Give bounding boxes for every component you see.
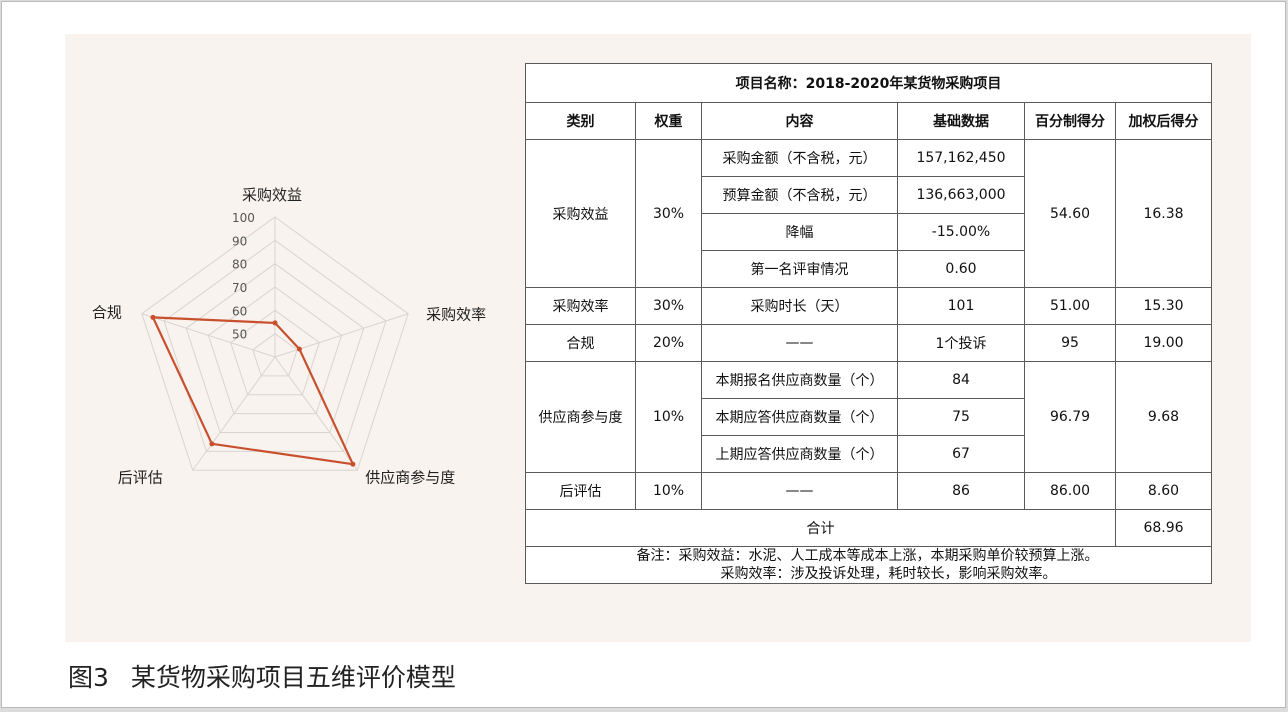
- content-cell: ——: [701, 324, 898, 362]
- category-cell: 采购效率: [525, 287, 636, 325]
- table-row: 采购效率 30% 采购时长（天） 101 51.00 15.30: [525, 287, 1213, 325]
- weighted-cell: 8.60: [1114, 472, 1213, 510]
- data-cell: 67: [897, 435, 1025, 473]
- weight-cell: 10%: [635, 361, 702, 473]
- notes-row: 备注：采购效益：水泥、人工成本等成本上涨，本期采购单价较预算上涨。采购效率：涉及…: [524, 546, 1213, 584]
- data-cell: 86: [897, 472, 1025, 510]
- weight-cell: 20%: [635, 324, 702, 362]
- axis-spoke: [274, 313, 409, 358]
- column-header: 内容: [701, 102, 898, 140]
- axis-label: 采购效益: [242, 186, 302, 204]
- data-cell: 136,663,000: [897, 176, 1025, 214]
- content-cell: ——: [701, 472, 898, 510]
- data-point: [209, 441, 215, 447]
- category-cell: 采购效益: [525, 139, 636, 288]
- category-cell: 供应商参与度: [525, 361, 636, 473]
- table-row: 供应商参与度 10% 本期报名供应商数量（个） 84 96.79 9.68: [525, 361, 1213, 473]
- axis-label: 合规: [92, 304, 122, 322]
- category-cell: 合规: [525, 324, 636, 362]
- tick-label: 70: [232, 281, 247, 295]
- total-label: 合计: [525, 509, 1116, 547]
- score-cell: 95: [1024, 324, 1116, 362]
- axis-label: 供应商参与度: [365, 468, 455, 486]
- weight-cell: 30%: [635, 139, 702, 288]
- data-point: [296, 346, 302, 352]
- data-cell: 101: [897, 287, 1025, 325]
- table-row: 本期应答供应商数量（个） 75: [526, 398, 1212, 436]
- column-header: 基础数据: [897, 102, 1025, 140]
- weighted-cell: 15.30: [1114, 287, 1213, 325]
- axis-spoke: [274, 356, 358, 471]
- data-point: [272, 320, 278, 326]
- notes-cell: 备注：采购效益：水泥、人工成本等成本上涨，本期采购单价较预算上涨。采购效率：涉及…: [524, 546, 1213, 584]
- content-cell: 预算金额（不含税，元）: [701, 176, 898, 214]
- axis-label: 采购效率: [426, 306, 486, 324]
- column-header: 类别: [525, 102, 636, 140]
- grid-ring: [207, 286, 343, 415]
- weight-cell: 10%: [635, 472, 702, 510]
- score-cell: 86.00: [1024, 472, 1116, 510]
- tick-label: 60: [232, 304, 247, 318]
- content-cell: 采购时长（天）: [701, 287, 898, 325]
- tick-label: 100: [232, 211, 255, 225]
- tick-label: 90: [232, 234, 247, 248]
- category-cell: 后评估: [525, 472, 636, 510]
- data-cell: 157,162,450: [897, 139, 1025, 177]
- data-cell: 84: [897, 361, 1025, 399]
- data-cell: -15.00%: [897, 213, 1025, 251]
- weight-cell: 30%: [635, 287, 702, 325]
- tick-label: 80: [232, 258, 247, 272]
- table-row: 降幅 -15.00%: [526, 213, 1212, 251]
- content-cell: 降幅: [701, 213, 898, 251]
- table-header-row: 类别 权重 内容 基础数据 百分制得分 加权后得分: [525, 102, 1213, 140]
- content-cell: 本期应答供应商数量（个）: [701, 398, 898, 436]
- grid-ring: [252, 333, 298, 377]
- figure-caption: 图3 某货物采购项目五维评价模型: [68, 658, 456, 694]
- content-cell: 上期应答供应商数量（个）: [701, 435, 898, 473]
- score-cell: 96.79: [1024, 361, 1116, 473]
- grid-ring: [141, 216, 409, 471]
- note-line: 采购效率：涉及投诉处理，耗时较长，影响采购效率。: [720, 566, 1057, 582]
- axis-spoke: [192, 356, 276, 471]
- data-point: [150, 314, 156, 320]
- axis-spoke: [141, 313, 276, 358]
- weighted-cell: 16.38: [1114, 139, 1213, 288]
- content-cell: 本期报名供应商数量（个）: [701, 361, 898, 399]
- table-title: 项目名称：2018-2020年某货物采购项目: [524, 63, 1213, 103]
- column-header: 加权后得分: [1114, 102, 1213, 140]
- data-cell: 0.60: [897, 250, 1025, 288]
- evaluation-table: 项目名称：2018-2020年某货物采购项目 类别 权重 内容 基础数据 百分制得分 加权后…: [524, 63, 1213, 584]
- series-line: [151, 316, 354, 466]
- table-row: 后评估 10% —— 86 86.00 8.60: [525, 472, 1213, 510]
- data-point: [350, 461, 356, 467]
- caption-text: 某货物采购项目五维评价模型: [130, 663, 456, 692]
- content-cell: 采购金额（不含税，元）: [701, 139, 898, 177]
- table-row: 采购效益 30% 采购金额（不含税，元） 157,162,450 54.60 16.38: [525, 139, 1213, 288]
- tick-label: 50: [232, 328, 247, 342]
- table-row: 第一名评审情况 0.60: [526, 250, 1212, 288]
- data-cell: 75: [897, 398, 1025, 436]
- score-cell: 54.60: [1024, 139, 1116, 288]
- weighted-cell: 19.00: [1114, 324, 1213, 362]
- data-cell: 1个投诉: [897, 324, 1025, 362]
- axis-label: 后评估: [118, 468, 163, 486]
- note-line: 备注：采购效益：水泥、人工成本等成本上涨，本期采购单价较预算上涨。: [636, 548, 1099, 564]
- caption-number: 图3: [68, 663, 109, 692]
- grid-ring: [230, 309, 320, 396]
- column-header: 权重: [635, 102, 702, 140]
- table-title-row: 项目名称：2018-2020年某货物采购项目: [524, 63, 1213, 103]
- grid-ring: [163, 239, 387, 452]
- total-row: 合计 68.96: [525, 509, 1213, 547]
- table-row: 上期应答供应商数量（个） 67: [526, 435, 1212, 473]
- score-cell: 51.00: [1024, 287, 1116, 325]
- grid-ring: [185, 263, 365, 434]
- column-header: 百分制得分: [1024, 102, 1116, 140]
- table-row: 预算金额（不含税，元） 136,663,000: [526, 176, 1212, 214]
- total-value: 68.96: [1114, 509, 1213, 547]
- content-cell: 第一名评审情况: [701, 250, 898, 288]
- weighted-cell: 9.68: [1114, 361, 1213, 473]
- table-row: 合规 20% —— 1个投诉 95 19.00: [525, 324, 1213, 362]
